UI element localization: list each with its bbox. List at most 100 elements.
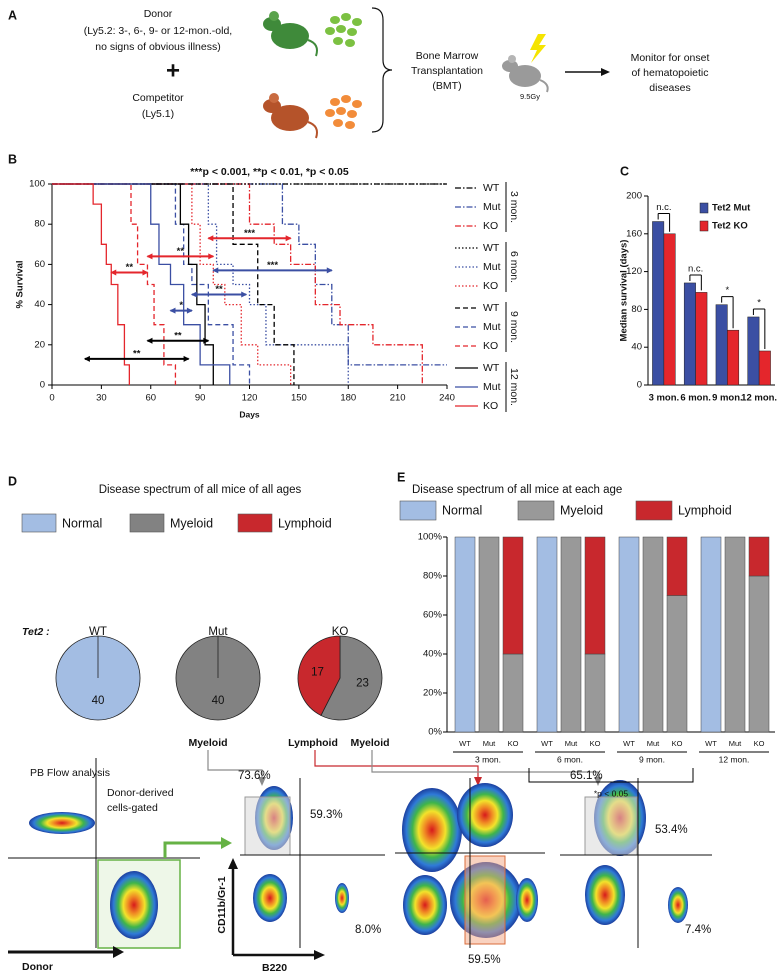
bmt-label: (BMT) (432, 80, 461, 92)
gate-arrow (163, 841, 222, 858)
survival-curve (52, 183, 349, 385)
density (585, 865, 625, 925)
density (335, 883, 349, 913)
comparison-label: ** (215, 284, 223, 295)
y-tick-label: 80% (423, 571, 443, 582)
arrow-head (203, 337, 210, 344)
gate (244, 796, 291, 856)
comparison-label: * (179, 300, 183, 311)
slice-label: 23 (356, 677, 369, 689)
bar-segment (618, 536, 640, 733)
y-tick-label: 80 (34, 219, 45, 230)
y-tick-label: 0 (637, 380, 642, 391)
plus-sign: + (166, 57, 180, 84)
slice-callout: Lymphoid (288, 737, 338, 749)
density (668, 887, 688, 923)
outcome-label: diseases (649, 82, 690, 94)
quadrant-value: 65.1% (570, 770, 603, 782)
pie-slice (320, 635, 383, 721)
arrow-head (221, 837, 232, 849)
bar (695, 292, 708, 386)
schematic: Donor (Ly5.2: 3-, 6-, 9- or 12-mon.-old,… (84, 7, 710, 139)
group-label: 12 mon. (719, 754, 750, 764)
y-tick-label: 40% (423, 649, 443, 660)
bar (758, 350, 771, 386)
panel-label: A (8, 8, 17, 22)
x-tick-label: WT (459, 739, 471, 748)
bar-segment (478, 536, 500, 733)
bar-segment (560, 536, 582, 733)
density (253, 874, 287, 922)
legend-group-label: 12 mon. (508, 368, 520, 406)
panel-label: D (8, 474, 17, 488)
legend-label: Normal (442, 503, 482, 517)
x-tick-label: 240 (439, 393, 455, 404)
donor-detail: no signs of obvious illness) (95, 41, 220, 53)
survival-curve (52, 183, 251, 385)
quadrant-value: 59.5% (468, 954, 501, 966)
x-tick-label: WT (623, 739, 635, 748)
chart-title: Disease spectrum of all mice at each age (412, 484, 622, 496)
legend-label: Lymphoid (678, 503, 732, 517)
gate (584, 796, 638, 856)
comparison-label: ** (126, 262, 134, 273)
legend-label: WT (483, 182, 500, 194)
legend-label: KO (483, 280, 498, 292)
significance-label: n.c. (688, 263, 703, 274)
significance-bracket (657, 213, 671, 232)
slice-callout: Myeloid (350, 737, 389, 749)
bar-segment (700, 536, 722, 733)
x-tick-label: Mut (565, 739, 578, 748)
bar (652, 221, 665, 386)
x-tick-label: 3 mon. (649, 393, 680, 404)
competitor-mouse (263, 93, 318, 139)
legend-label: Mut (483, 381, 501, 393)
x-tick-label: 30 (96, 393, 107, 404)
significance-bracket (689, 274, 702, 291)
y-tick-label: 160 (626, 228, 642, 239)
comparison-label: *** (244, 228, 255, 239)
arrow-head (207, 235, 214, 242)
panel-label: C (620, 164, 629, 178)
slice-callout: Myeloid (188, 737, 227, 749)
slice-label: 40 (92, 695, 105, 707)
legend-swatch (237, 513, 273, 533)
x-tick-label: 210 (390, 393, 406, 404)
density (402, 788, 462, 872)
y-tick-label: 20 (34, 339, 45, 350)
quadrant-value: 59.3% (310, 809, 343, 821)
legend-label: Tet2 KO (712, 221, 748, 232)
slice-label: 17 (311, 667, 324, 679)
pie-slice (175, 635, 261, 721)
x-tick-label: KO (508, 739, 519, 748)
group-label: 6 mon. (557, 754, 583, 764)
bar-segment (502, 536, 524, 655)
x-tick-label: 9 mon. (712, 393, 743, 404)
arrow-head (241, 291, 248, 298)
x-tick-label: WT (705, 739, 717, 748)
survival-curve (52, 183, 295, 385)
dose-label: 9.5Gy (520, 92, 540, 101)
legend-label: Tet2 Mut (712, 203, 751, 214)
arrow-head (186, 307, 193, 314)
arrow-head (258, 777, 266, 786)
connectors (207, 750, 602, 786)
arrow-head (190, 291, 197, 298)
significance-label: *p < 0.05 (594, 788, 629, 798)
group-label: Tet2 : (22, 626, 50, 638)
arrow-head (83, 355, 90, 362)
bar-segment (724, 536, 746, 733)
connector (371, 750, 599, 778)
comparison-label: ** (177, 246, 185, 257)
legend-label: Myeloid (170, 516, 213, 530)
density (457, 783, 513, 847)
significance-label: * (726, 285, 730, 296)
x-tick-label: 6 mon. (680, 393, 711, 404)
survival-curve (52, 183, 292, 385)
outcome-label: Monitor for onset (631, 52, 710, 64)
arrow-head (326, 267, 333, 274)
legend-label: Mut (483, 201, 501, 213)
y-tick-label: 200 (626, 191, 642, 202)
arrow-head (113, 946, 124, 958)
